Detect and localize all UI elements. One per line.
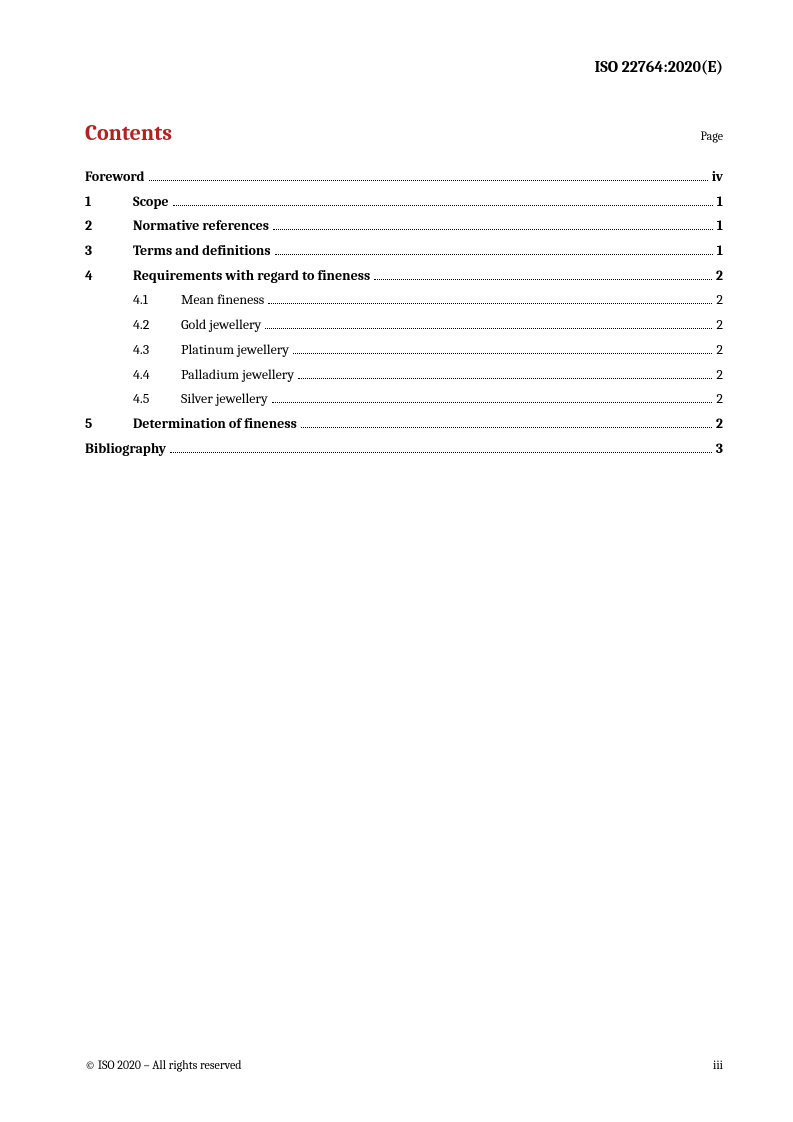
toc-entry-label: Bibliography (85, 438, 166, 460)
toc-entry-page: 2 (716, 314, 723, 336)
footer: © ISO 2020 – All rights reserved iii (85, 1058, 723, 1072)
toc-leader (268, 292, 712, 305)
toc-leader (273, 218, 713, 231)
toc-entry: 4.2Gold jewellery 2 (85, 314, 723, 336)
toc-entry-label: Normative references (133, 215, 269, 237)
toc-entry: Bibliography 3 (85, 438, 723, 460)
toc-entry-number: 3 (85, 240, 133, 262)
toc-entry: 4.5Silver jewellery 2 (85, 388, 723, 410)
toc-entry-page: 2 (716, 339, 723, 361)
toc-entry-page: 2 (716, 413, 723, 435)
toc-entry-page: 2 (716, 265, 723, 287)
toc-leader (301, 415, 712, 428)
toc-leader (374, 267, 712, 280)
toc-entry: 1Scope1 (85, 191, 723, 213)
toc-entry-page: 1 (717, 240, 723, 262)
toc-entry-label: Determination of fineness (133, 413, 297, 435)
toc-entry-number: 1 (85, 191, 133, 213)
toc-entry-page: 2 (716, 388, 723, 410)
copyright-text: © ISO 2020 – All rights reserved (85, 1058, 242, 1072)
toc-entry-label: Scope (133, 191, 169, 213)
toc-entry-page: 1 (717, 215, 723, 237)
toc-entry-label: Foreword (85, 166, 145, 188)
toc-entry-page: 3 (716, 438, 723, 460)
toc-entry-page: 2 (716, 364, 723, 386)
toc-entry: 4.4Palladium jewellery 2 (85, 364, 723, 386)
toc-entry: 2Normative references 1 (85, 215, 723, 237)
toc-entry-label: Silver jewellery (181, 388, 268, 410)
toc-entry-number: 4.3 (133, 339, 181, 361)
toc-leader (293, 341, 712, 354)
table-of-contents: Forewordiv1Scope12Normative references13… (85, 166, 723, 459)
page-column-label: Page (701, 129, 723, 143)
document-id: ISO 22764:2020(E) (85, 58, 723, 76)
toc-entry-label: Gold jewellery (181, 314, 261, 336)
toc-leader (275, 242, 713, 255)
toc-leader (298, 366, 712, 379)
toc-entry-number: 4.5 (133, 388, 181, 410)
toc-entry: 4.3Platinum jewellery 2 (85, 339, 723, 361)
toc-leader (149, 168, 708, 181)
toc-entry-page: iv (712, 166, 723, 188)
toc-entry-number: 4 (85, 265, 133, 287)
toc-entry-label: Requirements with regard to fineness (133, 265, 370, 287)
toc-leader (272, 391, 713, 404)
toc-leader (170, 440, 712, 453)
toc-entry-number: 5 (85, 413, 133, 435)
toc-leader (173, 193, 713, 206)
toc-entry-number: 4.1 (133, 289, 181, 311)
toc-entry-page: 1 (717, 191, 723, 213)
toc-entry-label: Mean fineness (181, 289, 264, 311)
page-number: iii (713, 1058, 723, 1072)
toc-entry: 4Requirements with regard to fineness 2 (85, 265, 723, 287)
page: ISO 22764:2020(E) Contents Page Foreword… (0, 0, 793, 1122)
toc-entry: Foreword iv (85, 166, 723, 188)
toc-entry: 4.1Mean fineness 2 (85, 289, 723, 311)
toc-entry-number: 4.4 (133, 364, 181, 386)
toc-entry-page: 2 (716, 289, 723, 311)
toc-entry-label: Platinum jewellery (181, 339, 289, 361)
toc-leader (265, 317, 712, 330)
toc-entry: 5Determination of fineness 2 (85, 413, 723, 435)
toc-entry-label: Terms and definitions (133, 240, 271, 262)
toc-entry-label: Palladium jewellery (181, 364, 294, 386)
contents-header: Contents Page (85, 120, 723, 146)
toc-entry-number: 2 (85, 215, 133, 237)
toc-entry-number: 4.2 (133, 314, 181, 336)
contents-title: Contents (85, 120, 172, 146)
toc-entry: 3Terms and definitions 1 (85, 240, 723, 262)
